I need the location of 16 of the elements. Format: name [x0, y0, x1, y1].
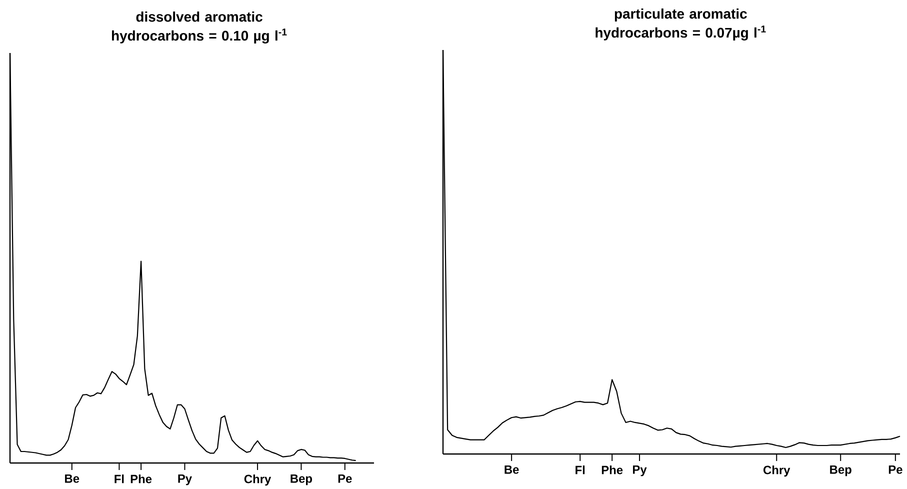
x-tick-label: Fl — [114, 474, 124, 484]
x-tick-label: Py — [178, 474, 192, 486]
x-tick-label: Be — [504, 466, 519, 474]
x-tick-label: Fl — [576, 466, 585, 474]
x-tick-label: Phe — [602, 466, 623, 474]
x-tick-label: Pe — [338, 474, 352, 483]
x-tick-label: Py — [633, 466, 647, 476]
x-tick-label: Pe — [888, 466, 902, 474]
x-tick-label: Phe — [130, 474, 152, 484]
x-tick-label: Bep — [830, 466, 852, 476]
chart-title: particulate aromatic hydrocarbons = 0.07µg l$^{-1}$ — [596, 8, 766, 41]
chart-title: dissolved aromatic hydrocarbons = 0.10 µg l$^{-1}$ — [112, 12, 287, 44]
x-tick-label: Be — [65, 474, 80, 483]
x-tick-label: Bep — [290, 474, 312, 486]
x-tick-label: Chry — [763, 466, 790, 477]
x-tick-label: Chry — [244, 474, 272, 486]
